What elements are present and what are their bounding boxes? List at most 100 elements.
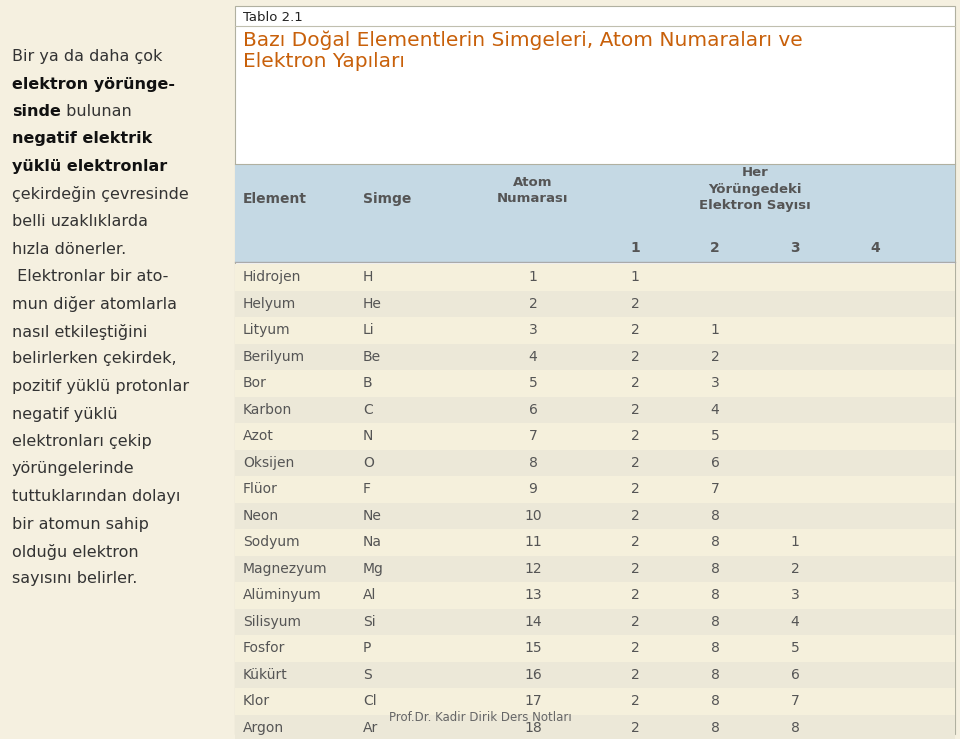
Text: Klor: Klor [243,694,270,708]
Text: 3: 3 [791,588,800,602]
Text: Hidrojen: Hidrojen [243,270,301,285]
Text: 2: 2 [529,297,538,311]
Text: 10: 10 [524,508,541,522]
FancyBboxPatch shape [235,370,955,397]
Text: 2: 2 [791,562,800,576]
Text: 3: 3 [710,376,719,390]
FancyBboxPatch shape [235,635,955,661]
Text: 5: 5 [791,641,800,655]
Text: yörüngelerinde: yörüngelerinde [12,461,134,477]
Text: 2: 2 [631,429,639,443]
Text: B: B [363,376,372,390]
Text: 18: 18 [524,721,541,735]
Text: He: He [363,297,382,311]
Text: 8: 8 [710,615,719,629]
Text: Helyum: Helyum [243,297,297,311]
Text: 5: 5 [710,429,719,443]
Text: Fosfor: Fosfor [243,641,285,655]
Text: 2: 2 [631,508,639,522]
Text: 15: 15 [524,641,541,655]
Text: F: F [363,483,371,497]
Text: 8: 8 [710,508,719,522]
Text: negatif yüklü: negatif yüklü [12,406,118,421]
Text: 1: 1 [630,241,640,255]
FancyBboxPatch shape [235,608,955,635]
Text: Magnezyum: Magnezyum [243,562,327,576]
Text: 2: 2 [631,376,639,390]
Text: 4: 4 [791,615,800,629]
Text: 17: 17 [524,694,541,708]
FancyBboxPatch shape [235,449,955,476]
Text: 4: 4 [529,350,538,364]
Text: 2: 2 [631,535,639,549]
Text: Element: Element [243,192,307,206]
Text: 2: 2 [631,694,639,708]
Text: 4: 4 [710,403,719,417]
Text: 8: 8 [710,588,719,602]
Text: Prof.Dr. Kadir Dirik Ders Notları: Prof.Dr. Kadir Dirik Ders Notları [389,711,571,724]
Text: O: O [363,456,373,470]
FancyBboxPatch shape [235,661,955,688]
Text: elektron yörünge-: elektron yörünge- [12,77,175,92]
Text: 2: 2 [710,241,720,255]
Text: 7: 7 [529,429,538,443]
Text: Alüminyum: Alüminyum [243,588,322,602]
Text: Simge: Simge [363,192,412,206]
Text: 4: 4 [870,241,880,255]
Text: Her
Yörüngedeki
Elektron Sayısı: Her Yörüngedeki Elektron Sayısı [699,166,811,211]
Text: 2: 2 [631,483,639,497]
Text: bulunan: bulunan [60,104,132,119]
Text: Silisyum: Silisyum [243,615,301,629]
Text: 1: 1 [710,323,719,337]
Text: Elektron Yapıları: Elektron Yapıları [243,52,405,71]
Text: 6: 6 [710,456,719,470]
Text: N: N [363,429,373,443]
Text: 9: 9 [529,483,538,497]
Text: hızla dönerler.: hızla dönerler. [12,242,127,256]
Text: Elektronlar bir ato-: Elektronlar bir ato- [12,269,168,284]
Text: Lityum: Lityum [243,323,291,337]
Text: Si: Si [363,615,375,629]
Text: Bir ya da daha çok: Bir ya da daha çok [12,49,162,64]
Text: 12: 12 [524,562,541,576]
Text: 5: 5 [529,376,538,390]
Text: 2: 2 [631,615,639,629]
Text: Azot: Azot [243,429,274,443]
Text: pozitif yüklü protonlar: pozitif yüklü protonlar [12,379,189,394]
FancyBboxPatch shape [235,397,955,423]
Text: Li: Li [363,323,374,337]
Text: C: C [363,403,372,417]
Text: 13: 13 [524,588,541,602]
FancyBboxPatch shape [235,264,955,290]
Text: nasıl etkileştiğini: nasıl etkileştiğini [12,324,148,340]
Text: 11: 11 [524,535,541,549]
Text: 1: 1 [529,270,538,285]
Text: Sodyum: Sodyum [243,535,300,549]
Text: 8: 8 [710,694,719,708]
FancyBboxPatch shape [235,290,955,317]
Text: belli uzaklıklarda: belli uzaklıklarda [12,214,148,229]
Text: Be: Be [363,350,381,364]
Text: 2: 2 [631,456,639,470]
Text: 3: 3 [529,323,538,337]
FancyBboxPatch shape [235,423,955,449]
FancyBboxPatch shape [235,317,955,344]
Text: 2: 2 [631,403,639,417]
Text: H: H [363,270,373,285]
FancyBboxPatch shape [235,344,955,370]
Text: Atom
Numarası: Atom Numarası [497,177,568,205]
Text: Argon: Argon [243,721,284,735]
Text: 2: 2 [631,721,639,735]
Text: 8: 8 [710,535,719,549]
Text: Cl: Cl [363,694,376,708]
FancyBboxPatch shape [235,234,955,262]
Text: 7: 7 [791,694,800,708]
Text: sinde: sinde [12,104,60,119]
FancyBboxPatch shape [235,715,955,739]
Text: bir atomun sahip: bir atomun sahip [12,517,149,531]
Text: Kükürt: Kükürt [243,668,288,682]
Text: olduğu elektron: olduğu elektron [12,544,138,560]
Text: 1: 1 [791,535,800,549]
Text: negatif elektrik: negatif elektrik [12,132,153,146]
FancyBboxPatch shape [235,688,955,715]
